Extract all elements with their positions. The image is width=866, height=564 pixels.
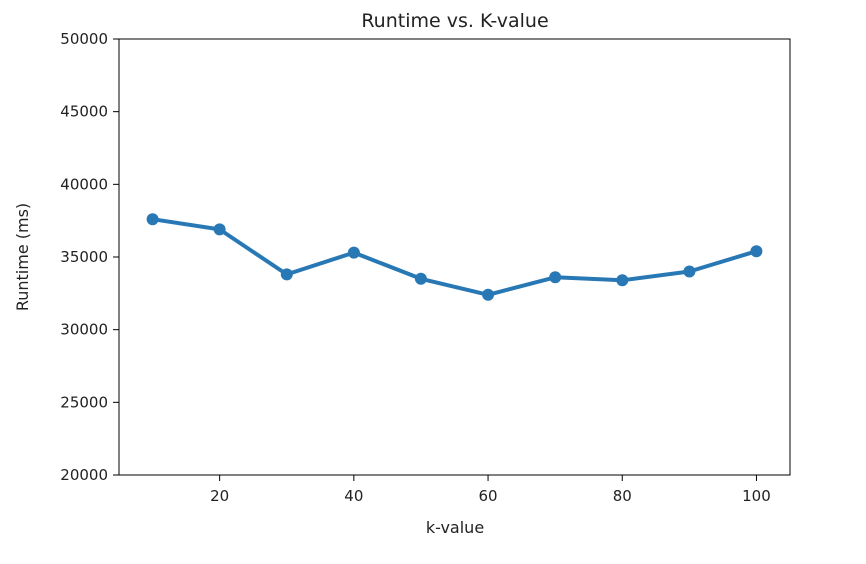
x-tick-label-20: 20 — [210, 487, 229, 505]
plot-area: 20 40 60 80 100 20000 25000 30000 35000 40000 4500… — [60, 30, 791, 505]
data-point-9 — [750, 245, 763, 258]
data-point-4 — [414, 272, 427, 285]
plot-frame — [118, 38, 791, 476]
data-point-6 — [549, 271, 562, 284]
data-point-1 — [213, 223, 226, 236]
data-point-5 — [482, 288, 495, 301]
data-point-2 — [280, 268, 293, 281]
y-tick-label-25000: 25000 — [60, 393, 108, 411]
y-tick-label-50000: 50000 — [60, 30, 108, 48]
x-tick-label-40: 40 — [344, 487, 363, 505]
y-tick-label-30000: 30000 — [60, 321, 108, 339]
x-tick-label-80: 80 — [613, 487, 632, 505]
y-tick-label-45000: 45000 — [60, 103, 108, 121]
series-line-0 — [150, 217, 759, 297]
chart-title: Runtime vs. K-value — [361, 10, 548, 32]
y-tick-label-35000: 35000 — [60, 248, 108, 266]
x-tick-label-60: 60 — [479, 487, 498, 505]
y-axis-label: Runtime (ms) — [13, 203, 32, 311]
x-tick-label-100: 100 — [742, 487, 771, 505]
y-tick-label-40000: 40000 — [60, 175, 108, 193]
data-point-3 — [347, 246, 360, 259]
data-point-8 — [683, 265, 696, 278]
data-point-7 — [616, 274, 629, 287]
y-tick-label-20000: 20000 — [60, 466, 108, 484]
x-axis-label: k-value — [426, 518, 484, 537]
data-point-0 — [146, 213, 159, 226]
